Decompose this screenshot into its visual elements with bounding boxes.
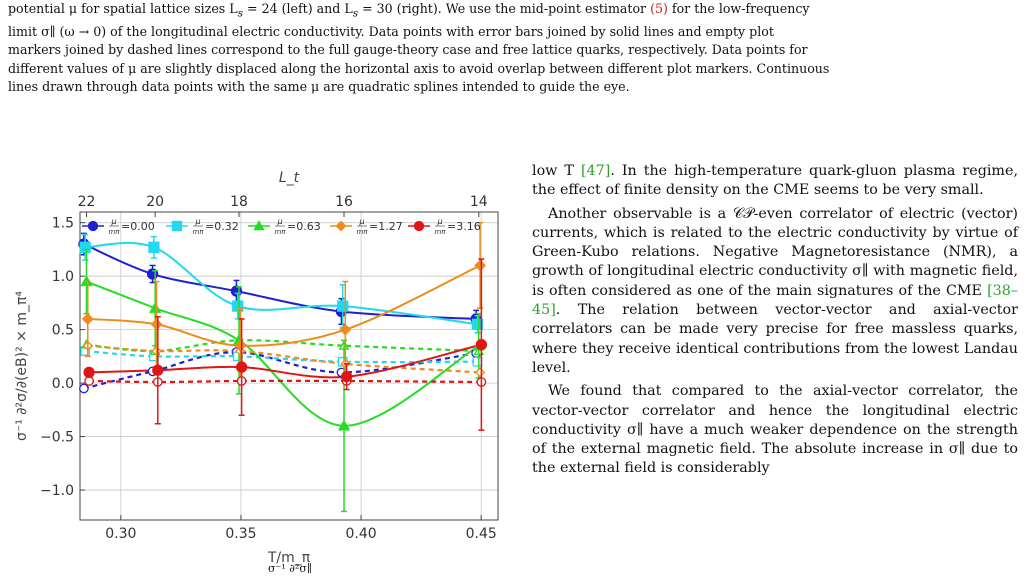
legend-marker: [335, 220, 347, 232]
caption-line-2: limit σ∥ (ω → 0) of the longitudinal ele…: [8, 23, 774, 39]
free-quark-point: [472, 356, 483, 367]
plot-frame: [79, 211, 499, 521]
legend-frac-den: mπ: [434, 228, 446, 236]
top-tick-label: 20: [146, 194, 164, 210]
free-quark-point: [474, 367, 486, 378]
free-quark-curve: [85, 349, 478, 364]
free-quark-curve: [89, 379, 482, 384]
full-theory-point: [152, 364, 164, 376]
figure-caption: potential μ for spatial lattice sizes Ls…: [8, 0, 1020, 97]
legend-label: =0.32: [205, 220, 239, 233]
full-theory-point: [232, 300, 244, 312]
legend-frac-num: μ: [358, 217, 364, 226]
full-theory-curve: [85, 241, 478, 326]
figure: 0.30 0.35 0.40 0.45 −1.0 −0.5 0.0 0.5 1.0 1.5 22 20…: [0, 160, 520, 575]
full-theory-curve: [89, 343, 482, 379]
paragraph-3: We found that compared to the axial-vect…: [532, 383, 1018, 477]
y-tick-label: 0.5: [52, 323, 74, 339]
x-tick-label: 0.35: [225, 526, 256, 542]
x-tick-label: 0.30: [105, 526, 136, 542]
legend-label: =3.16: [447, 220, 481, 233]
y-axis-label: σ⁻¹ ∂²σ/∂(eB)² × m_π⁴: [14, 291, 30, 441]
free-quark-curve: [86, 339, 479, 353]
x-tick-label: 0.45: [466, 526, 497, 542]
free-quark-point: [79, 383, 89, 394]
full-theory-point: [475, 338, 488, 351]
top-tick-label: 18: [230, 194, 248, 210]
legend-marker: [253, 220, 265, 231]
legend-frac-num: μ: [194, 217, 200, 226]
full-theory-point: [149, 301, 162, 313]
top-axis-label: L_t: [279, 170, 300, 186]
top-tick-label: 16: [335, 194, 353, 210]
full-theory-point: [150, 318, 163, 331]
legend-label: =0.00: [121, 220, 155, 233]
body-text-column: low T [47]. In the high-temperature quar…: [532, 162, 1018, 483]
caption-line-4: different values of μ are slightly displ…: [8, 60, 830, 76]
full-theory-point: [81, 313, 94, 325]
caption-line-5: lines drawn through data points with the…: [8, 79, 630, 95]
y-tick-label: −1.0: [40, 483, 74, 499]
cite-38-45[interactable]: [38–45]: [532, 282, 1018, 319]
paragraph-1: low T [47]. In the high-temperature quar…: [532, 163, 1018, 199]
legend-marker: [171, 220, 183, 232]
legend-marker: [413, 220, 425, 232]
y-tick-label: 1.5: [52, 216, 74, 232]
y-tick-label: −0.5: [40, 430, 74, 446]
legend-frac-num: μ: [276, 217, 282, 226]
full-theory-curve: [83, 243, 477, 320]
full-theory-point: [340, 371, 353, 383]
caption-line-3: markers joined by dashed lines correspon…: [8, 42, 808, 58]
legend-frac-num: μ: [436, 217, 442, 226]
legend-frac-den: mπ: [192, 228, 204, 236]
full-theory-point: [235, 361, 248, 373]
paragraph-2: Another observable is a 𝒞𝒫-even correlat…: [532, 205, 1018, 376]
legend-frac-num: μ: [110, 217, 116, 226]
full-theory-point: [337, 419, 351, 431]
conductivity-chart: 0.30 0.35 0.40 0.45 −1.0 −0.5 0.0 0.5 1.0 1.522 20…: [14, 170, 499, 575]
full-theory-point: [234, 339, 247, 352]
legend-frac-den: mπ: [274, 228, 286, 236]
y-tick-label: 1.0: [52, 269, 74, 285]
full-theory-curve: [87, 264, 481, 347]
full-theory-point: [339, 323, 352, 336]
x-axis-label: T/m_π: [267, 550, 311, 566]
next-caption-fragment: σ⁻¹ ∂²σ∥: [268, 562, 312, 574]
top-tick-label: 22: [78, 194, 96, 210]
full-theory-point: [230, 285, 243, 297]
free-quark-curve: [87, 344, 481, 374]
full-theory-point: [471, 318, 484, 330]
top-tick-label: 14: [470, 194, 488, 210]
full-theory-point: [148, 241, 160, 253]
cite-47[interactable]: [47]: [580, 163, 611, 179]
ref-eq5[interactable]: (5): [650, 1, 668, 16]
free-quark-curve: [83, 350, 477, 390]
full-theory-point: [337, 300, 349, 312]
full-theory-point: [79, 241, 91, 253]
x-tick-label: 0.40: [345, 526, 376, 542]
legend-frac-den: mπ: [356, 228, 368, 236]
caption-line-1: potential μ for spatial lattice sizes Ls…: [8, 1, 810, 20]
y-tick-label: 0.0: [52, 376, 74, 392]
legend-marker: [87, 220, 99, 232]
full-theory-curve: [86, 280, 480, 427]
full-theory-point: [474, 259, 487, 272]
legend-label: =1.27: [369, 220, 403, 233]
legend-label: =0.63: [287, 220, 321, 233]
legend-frac-den: mπ: [108, 228, 120, 236]
full-theory-point: [83, 366, 95, 379]
